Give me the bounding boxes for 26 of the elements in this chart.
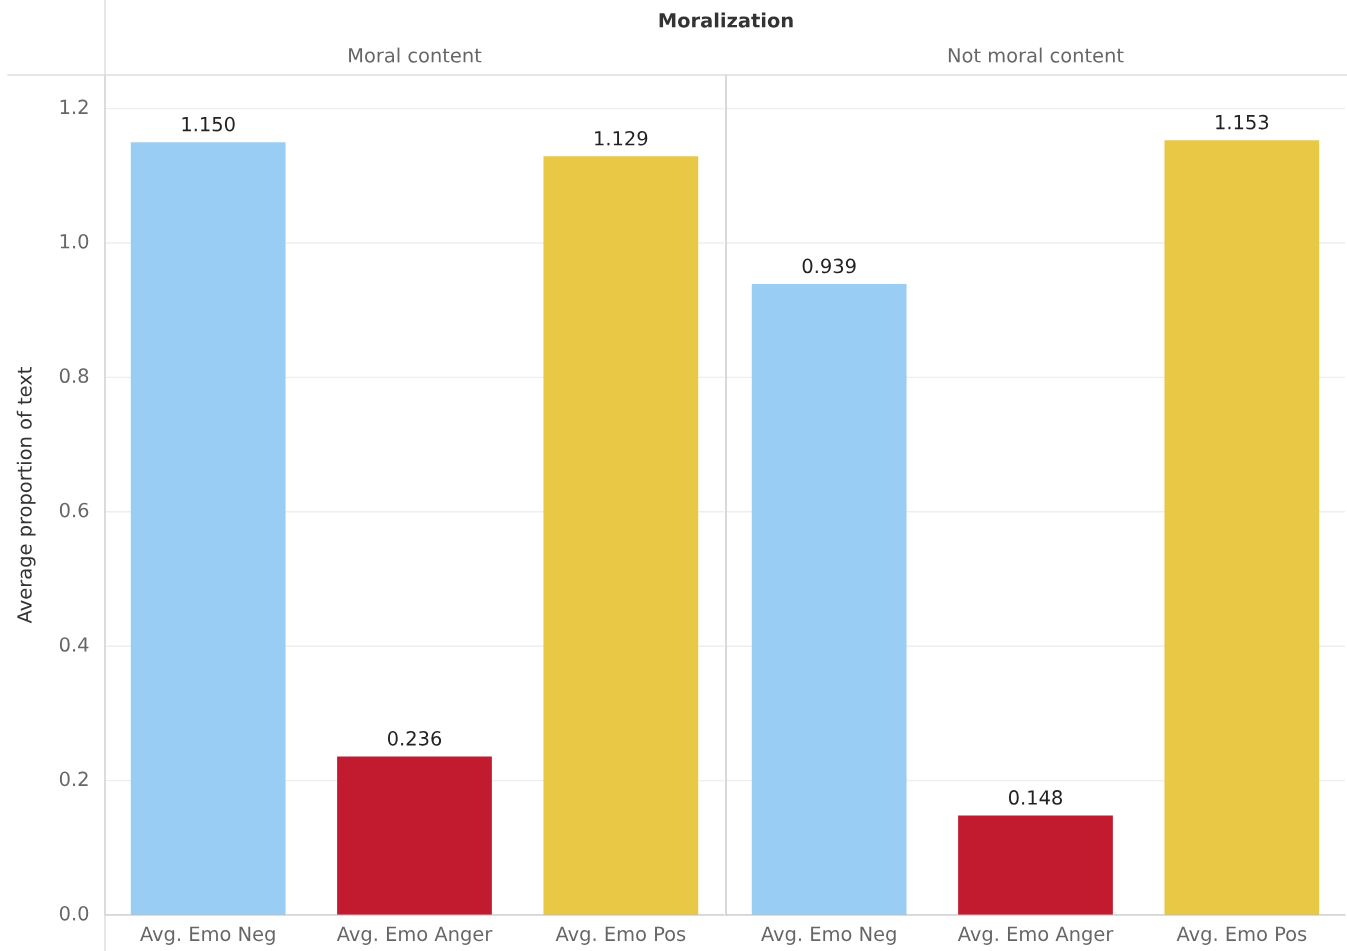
chart-subtitle: Not moral content xyxy=(948,47,1124,63)
y-axis-title: Average proportion of text xyxy=(16,367,36,624)
data-label: 1.129 xyxy=(595,130,648,146)
data-label: 1.150 xyxy=(182,116,235,132)
x-tick-label: Avg. Emo Pos xyxy=(1176,926,1307,945)
y-tick-label: 0.6 xyxy=(59,502,89,518)
y-tick-label: 0.0 xyxy=(59,905,89,921)
y-tick-label: 0.4 xyxy=(59,637,89,652)
data-label: 0.939 xyxy=(802,258,856,274)
x-tick-label: Avg. Emo Neg xyxy=(761,926,896,945)
bar xyxy=(543,156,699,915)
data-label: 0.236 xyxy=(387,730,442,746)
bar xyxy=(337,756,492,915)
y-tick-label: 1.2 xyxy=(60,99,88,114)
bar xyxy=(130,142,286,915)
chart-title: Moralization xyxy=(659,12,793,28)
x-tick-label: Avg. Emo Anger xyxy=(957,926,1114,945)
y-tick-label: 0.8 xyxy=(59,368,89,384)
x-tick-label: Avg. Emo Anger xyxy=(336,926,493,945)
x-tick-label: Avg. Emo Pos xyxy=(555,926,686,945)
x-tick-label: Avg. Emo Neg xyxy=(140,926,275,945)
y-tick-label: 0.2 xyxy=(59,771,88,787)
y-tick-label: 1.0 xyxy=(60,233,89,249)
data-label: 0.148 xyxy=(1008,790,1062,805)
chart-subtitle: Moral content xyxy=(349,47,482,63)
data-label: 1.153 xyxy=(1216,114,1269,130)
